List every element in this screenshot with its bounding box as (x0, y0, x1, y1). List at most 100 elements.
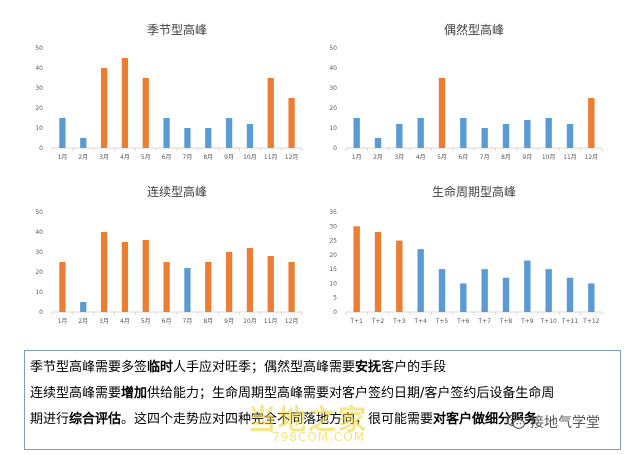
bar (396, 124, 403, 148)
x-tick-label: 8月 (501, 154, 511, 161)
bar (142, 78, 149, 148)
bar (184, 128, 191, 148)
y-tick-label: 50 (35, 209, 43, 216)
x-tick-label: 4月 (416, 154, 426, 161)
x-tick-label: 4月 (120, 154, 130, 161)
bar (288, 98, 295, 148)
caption-bold: 安抚 (355, 360, 382, 375)
caption-line-2: 连续型高峰需要增加供给能力；生命周期型高峰需要对客户签约日期/客户签约后设备生命… (30, 381, 615, 407)
bar (100, 68, 108, 148)
bar (59, 118, 66, 148)
bar (417, 249, 424, 312)
caption-text: 客户的手段 (381, 360, 447, 375)
bar (438, 269, 446, 312)
x-tick-label: 7月 (480, 154, 490, 161)
x-tick-label: 10月 (243, 154, 257, 161)
x-tick-label: T+2 (371, 318, 385, 325)
y-tick-label: 30 (329, 85, 337, 92)
bar (246, 124, 254, 148)
x-tick-label: 1月 (58, 154, 68, 161)
y-tick-label: 20 (35, 269, 43, 276)
bar (184, 268, 191, 312)
x-tick-label: T+7 (477, 318, 491, 325)
bar (353, 226, 360, 312)
x-tick-label: T+8 (499, 318, 513, 325)
y-tick-label: 20 (329, 252, 337, 259)
x-tick-label: 12月 (585, 154, 599, 161)
chart-title: 连续型高峰 (147, 184, 207, 199)
chart-title: 偶然型高峰 (444, 22, 504, 37)
wechat-badge: 接地气学堂 (506, 412, 600, 432)
y-tick-label: 0 (333, 309, 337, 316)
y-tick-label: 0 (39, 309, 43, 316)
x-tick-label: 5月 (141, 318, 151, 325)
charts-area: 季节型高峰 0 10 20 30 40 50 1月 2月 3月 4月 5月 6月 7月 8月 9月 10月 11月… (35, 22, 603, 325)
y-tick-label: 20 (329, 105, 337, 112)
y-tick-label: 10 (35, 289, 43, 296)
caption-bold: 综合评估 (69, 412, 122, 427)
x-tick-label: 1月 (58, 318, 68, 325)
y-tick-label: 20 (35, 105, 43, 112)
bar (545, 269, 552, 312)
bar (545, 118, 552, 148)
bar (59, 262, 66, 312)
bar (460, 283, 467, 312)
bar (80, 138, 87, 148)
bar (481, 269, 488, 312)
chart-title: 季节型高峰 (147, 22, 207, 37)
chart-panel: 连续型高峰 0 10 20 30 40 50 1月 2月 3月 4月 5月 6月 7月 8月 9月 10月 11月… (35, 184, 303, 325)
x-tick-label: 2月 (373, 154, 383, 161)
y-tick-label: 35 (329, 209, 337, 216)
y-tick-label: 30 (329, 223, 337, 230)
bar (267, 78, 274, 148)
x-tick-label: 2月 (78, 154, 88, 161)
x-tick-label: 9月 (522, 154, 532, 161)
bar (481, 128, 488, 148)
x-tick-label: 5月 (141, 154, 151, 161)
y-tick-label: 0 (333, 145, 337, 152)
y-tick-label: 40 (329, 65, 337, 72)
x-tick-label: 12月 (285, 318, 299, 325)
y-tick-label: 10 (329, 125, 337, 132)
x-tick-label: T+9 (520, 318, 534, 325)
bar (80, 302, 87, 312)
watermark-logo: 当地之家 (248, 403, 369, 436)
x-tick-label: T+12 (582, 318, 600, 325)
bar (225, 118, 233, 148)
bar (588, 283, 595, 312)
caption-text: 连续型高峰需要 (30, 386, 122, 401)
caption-line-3: 期进行综合评估。这四个走势应对四种完全不同落地方向，很可能需要对客户做细分服务 (30, 407, 615, 433)
x-tick-label: 2月 (78, 318, 88, 325)
chart-panel: 季节型高峰 0 10 20 30 40 50 1月 2月 3月 4月 5月 6月 7月 8月 9月 10月 11月… (35, 22, 303, 161)
x-tick-label: 8月 (203, 154, 213, 161)
x-tick-label: 7月 (183, 318, 193, 325)
caption-text: 期进行 (30, 412, 70, 427)
y-tick-label: 30 (35, 249, 43, 256)
y-tick-label: 50 (35, 45, 43, 52)
x-tick-label: T+10 (540, 318, 558, 325)
bar (566, 124, 574, 148)
x-tick-label: 3月 (99, 318, 109, 325)
bar (163, 118, 170, 148)
bar (374, 232, 382, 312)
x-tick-label: T+6 (456, 318, 470, 325)
chart-title: 生命周期型高峰 (432, 184, 516, 199)
x-tick-label: T+5 (435, 318, 449, 325)
caption-bold: 增加 (121, 386, 148, 401)
x-tick-label: T+11 (561, 318, 579, 325)
y-tick-label: 40 (35, 229, 43, 236)
x-tick-label: T+1 (349, 318, 363, 325)
x-tick-label: 6月 (458, 154, 468, 161)
caption-text: 人手应对旺季；偶然型高峰需要 (173, 360, 356, 375)
y-tick-label: 0 (39, 145, 43, 152)
bar (163, 262, 170, 312)
bar (417, 118, 424, 148)
x-tick-label: T+3 (392, 318, 406, 325)
bar (502, 124, 510, 148)
bar (288, 262, 295, 312)
y-tick-label: 10 (35, 125, 43, 132)
x-tick-label: 11月 (264, 318, 278, 325)
x-tick-label: 1月 (352, 154, 362, 161)
x-tick-label: 5月 (437, 154, 447, 161)
bar (100, 232, 108, 312)
